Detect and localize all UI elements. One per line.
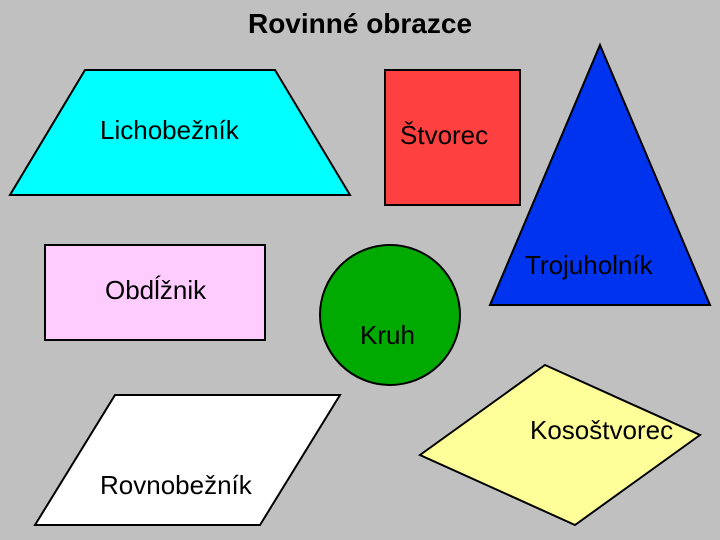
circle-label: Kruh bbox=[360, 320, 415, 351]
square-label: Štvorec bbox=[400, 120, 488, 151]
rhombus-label: Kosoštvorec bbox=[530, 415, 673, 446]
diagram-canvas: Rovinné obrazce Lichobežník Štvorec Troj… bbox=[0, 0, 720, 540]
triangle-label: Trojuholník bbox=[525, 250, 653, 281]
parallelogram-label: Rovnobežník bbox=[100, 470, 252, 501]
rectangle-label: Obdĺžnik bbox=[105, 275, 206, 306]
circle-shape bbox=[320, 245, 460, 385]
page-title: Rovinné obrazce bbox=[0, 8, 720, 40]
trapezoid-label: Lichobežník bbox=[100, 115, 239, 146]
